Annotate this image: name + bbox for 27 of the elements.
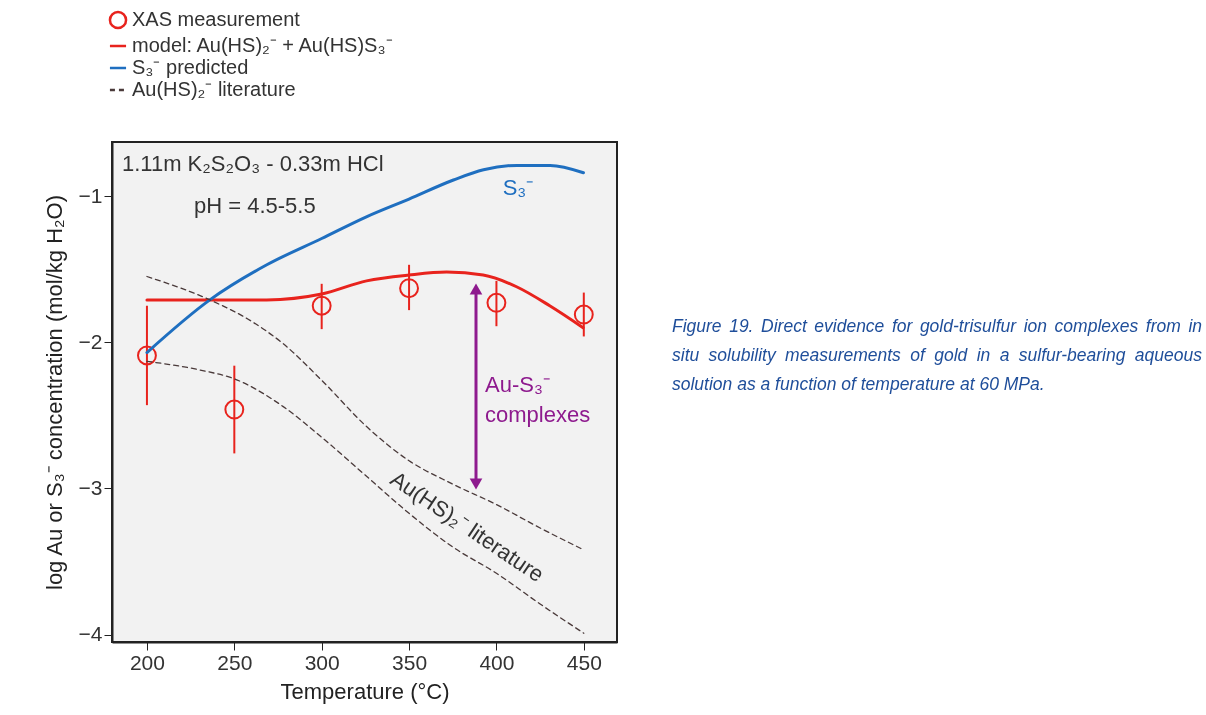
y-axis-title: log Au or S₃⁻ concentration (mol/kg H₂O) xyxy=(41,195,67,590)
point xyxy=(224,399,245,420)
annotation: S₃⁻ xyxy=(502,175,534,200)
x-tick-label: 450 xyxy=(566,650,602,674)
point xyxy=(311,295,332,316)
point xyxy=(486,292,507,313)
legend-label: Au(HS)₂⁻ literature xyxy=(132,78,296,100)
point xyxy=(399,278,419,299)
x-tick-label: 200 xyxy=(129,650,165,674)
point xyxy=(137,345,157,366)
x-tick-label: 250 xyxy=(217,650,253,674)
x-tick-label: 300 xyxy=(304,650,340,674)
legend-label: XAS measurement xyxy=(132,8,301,30)
x-axis-title: Temperature (°C) xyxy=(280,678,450,704)
caption: Figure 19. Direct evidence for gold-trisulfur ion complexes from in situ solubility measurements of gold in a sulfur-bearing aqueous solution as a function of temperature at 60 MPa. xyxy=(672,315,1202,396)
annotation: pH = 4.5-5.5 xyxy=(194,193,316,218)
y-tick-label: −4 xyxy=(78,622,103,646)
x-tick-label: 400 xyxy=(479,650,515,674)
point xyxy=(573,304,594,325)
y-tick-label: −3 xyxy=(78,475,103,499)
legend-label: S₃⁻ predicted xyxy=(132,56,249,78)
legend-label: model: Au(HS)₂⁻ + Au(HS)S₃⁻ xyxy=(132,34,393,56)
y-tick-label: −1 xyxy=(78,183,103,207)
x-tick-label: 350 xyxy=(392,650,428,674)
annotation: 1.11m K₂S₂O₃ - 0.33m HCl xyxy=(122,151,384,176)
annotation: Au-S₃⁻ complexes xyxy=(485,372,591,427)
y-tick-label: −2 xyxy=(78,329,103,353)
